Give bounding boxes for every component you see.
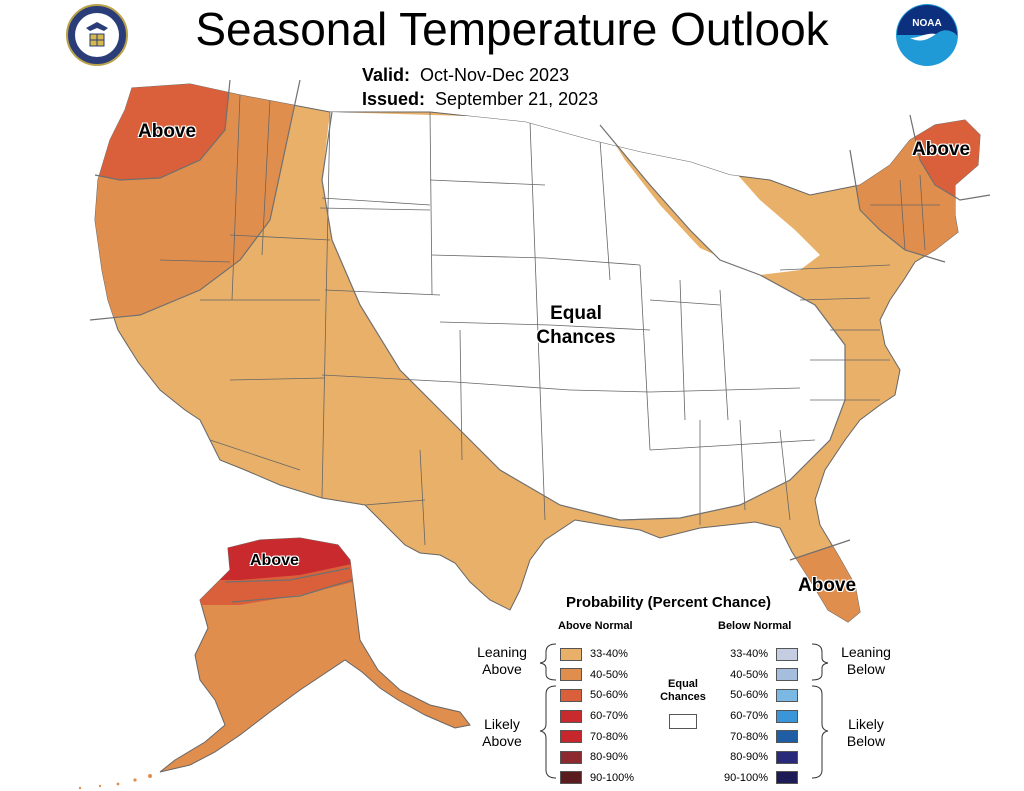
- label-chances: Chances: [536, 327, 616, 348]
- bracket-above: [539, 643, 557, 779]
- label-northeast: Above: [912, 139, 971, 160]
- likely-below-line2: Below: [846, 733, 886, 749]
- noaa-logo-graphic: NOAA: [897, 5, 957, 65]
- equal-chances-line1: Equal: [668, 678, 698, 690]
- legend-title: Probability (Percent Chance): [566, 594, 772, 611]
- page-title: Seasonal Temperature Outlook: [195, 3, 829, 55]
- label-northwest: Above: [138, 121, 197, 142]
- leaning-below-label: Leaning Below: [834, 644, 898, 678]
- above-legend-row: 80-90%: [560, 747, 634, 768]
- legend-below-list: 33-40% 40-50% 50-60% 60-70% 70-80% 80-90% 90-1…: [722, 644, 798, 788]
- above-legend-row: 33-40%: [560, 644, 634, 665]
- below-swatch-33-40: [776, 647, 798, 661]
- label-alaska: Above: [250, 552, 299, 569]
- commerce-seal-icon: [66, 4, 128, 66]
- above-legend-row: 60-70%: [560, 706, 634, 727]
- leaning-above-line1: Leaning: [477, 644, 527, 660]
- aleutian-islands: [78, 774, 152, 790]
- above-swatch-40-50: [560, 668, 582, 682]
- above-swatch-70-80: [560, 730, 582, 744]
- below-pct-label: 50-60%: [730, 689, 768, 702]
- below-pct-label: 90-100%: [723, 771, 768, 784]
- above-swatch-50-60: [560, 688, 582, 702]
- noaa-logo-text: NOAA: [912, 18, 941, 29]
- below-swatch-80-90: [776, 750, 798, 764]
- leaning-above-label: Leaning Above: [470, 644, 534, 678]
- above-pct-label: 90-100%: [590, 771, 635, 784]
- above-pct-label: 70-80%: [590, 730, 628, 743]
- above-swatch-90-100: [560, 771, 582, 785]
- equal-chances-line2: Chances: [660, 691, 706, 703]
- leaning-above-line2: Above: [482, 661, 522, 677]
- below-pct-label: 70-80%: [730, 730, 768, 743]
- above-legend-row: 40-50%: [560, 665, 634, 686]
- great-lakes-region: [600, 125, 820, 275]
- leaning-below-line1: Leaning: [841, 644, 891, 660]
- below-swatch-40-50: [776, 668, 798, 682]
- legend-above-header: Above Normal: [558, 620, 633, 632]
- likely-above-line1: Likely: [484, 716, 520, 732]
- above-pct-label: 80-90%: [590, 751, 628, 764]
- below-legend-row: 50-60%: [722, 685, 798, 706]
- above-pct-label: 50-60%: [590, 689, 628, 702]
- below-swatch-50-60: [776, 688, 798, 702]
- above-pct-label: 33-40%: [590, 648, 628, 661]
- above-swatch-80-90: [560, 750, 582, 764]
- label-equal-chances: Equal Chances: [528, 302, 624, 350]
- likely-above-label: Likely Above: [470, 716, 534, 750]
- equal-chances-swatch: [669, 714, 697, 729]
- valid-row: Valid: Oct-Nov-Dec 2023: [362, 64, 569, 86]
- below-pct-label: 40-50%: [730, 668, 768, 681]
- issued-row: Issued: September 21, 2023: [362, 88, 598, 110]
- likely-below-label: Likely Below: [834, 716, 898, 750]
- commerce-seal-graphic: [75, 13, 119, 57]
- equal-chances-legend-label: Equal Chances: [650, 678, 716, 704]
- above-swatch-60-70: [560, 709, 582, 723]
- below-pct-label: 60-70%: [730, 710, 768, 723]
- pacific-northwest-50-60-region: [95, 84, 230, 180]
- above-legend-row: 90-100%: [560, 768, 634, 789]
- state-boundaries: [159, 94, 940, 546]
- legend-below-header: Below Normal: [718, 620, 792, 632]
- leaning-below-line2: Below: [846, 661, 886, 677]
- below-legend-row: 60-70%: [722, 706, 798, 727]
- label-equal: Equal: [550, 303, 602, 324]
- noaa-logo-icon: NOAA: [896, 4, 958, 66]
- above-pct-label: 60-70%: [590, 710, 628, 723]
- issued-value: September 21, 2023: [435, 89, 599, 109]
- likely-above-line2: Above: [482, 733, 522, 749]
- above-legend-row: 50-60%: [560, 685, 634, 706]
- label-florida: Above: [798, 575, 857, 596]
- probability-contours: [89, 79, 991, 561]
- below-swatch-90-100: [776, 771, 798, 785]
- issued-label: Issued:: [362, 89, 426, 109]
- above-legend-row: 70-80%: [560, 726, 634, 747]
- below-pct-label: 80-90%: [730, 751, 768, 764]
- below-legend-row: 90-100%: [722, 768, 798, 789]
- below-legend-row: 33-40%: [722, 644, 798, 665]
- below-legend-row: 70-80%: [722, 726, 798, 747]
- valid-value: Oct-Nov-Dec 2023: [420, 65, 570, 85]
- below-swatch-70-80: [776, 730, 798, 744]
- valid-label: Valid:: [362, 65, 411, 85]
- above-pct-label: 40-50%: [590, 668, 628, 681]
- below-legend-row: 40-50%: [722, 665, 798, 686]
- below-pct-label: 33-40%: [730, 648, 768, 661]
- below-swatch-60-70: [776, 709, 798, 723]
- equal-chances-region: [322, 112, 845, 520]
- likely-below-line1: Likely: [848, 716, 884, 732]
- bracket-below: [811, 643, 829, 779]
- legend-above-list: 33-40% 40-50% 50-60% 60-70% 70-80% 80-90% 90-1…: [560, 644, 634, 788]
- below-legend-row: 80-90%: [722, 747, 798, 768]
- above-swatch-33-40: [560, 647, 582, 661]
